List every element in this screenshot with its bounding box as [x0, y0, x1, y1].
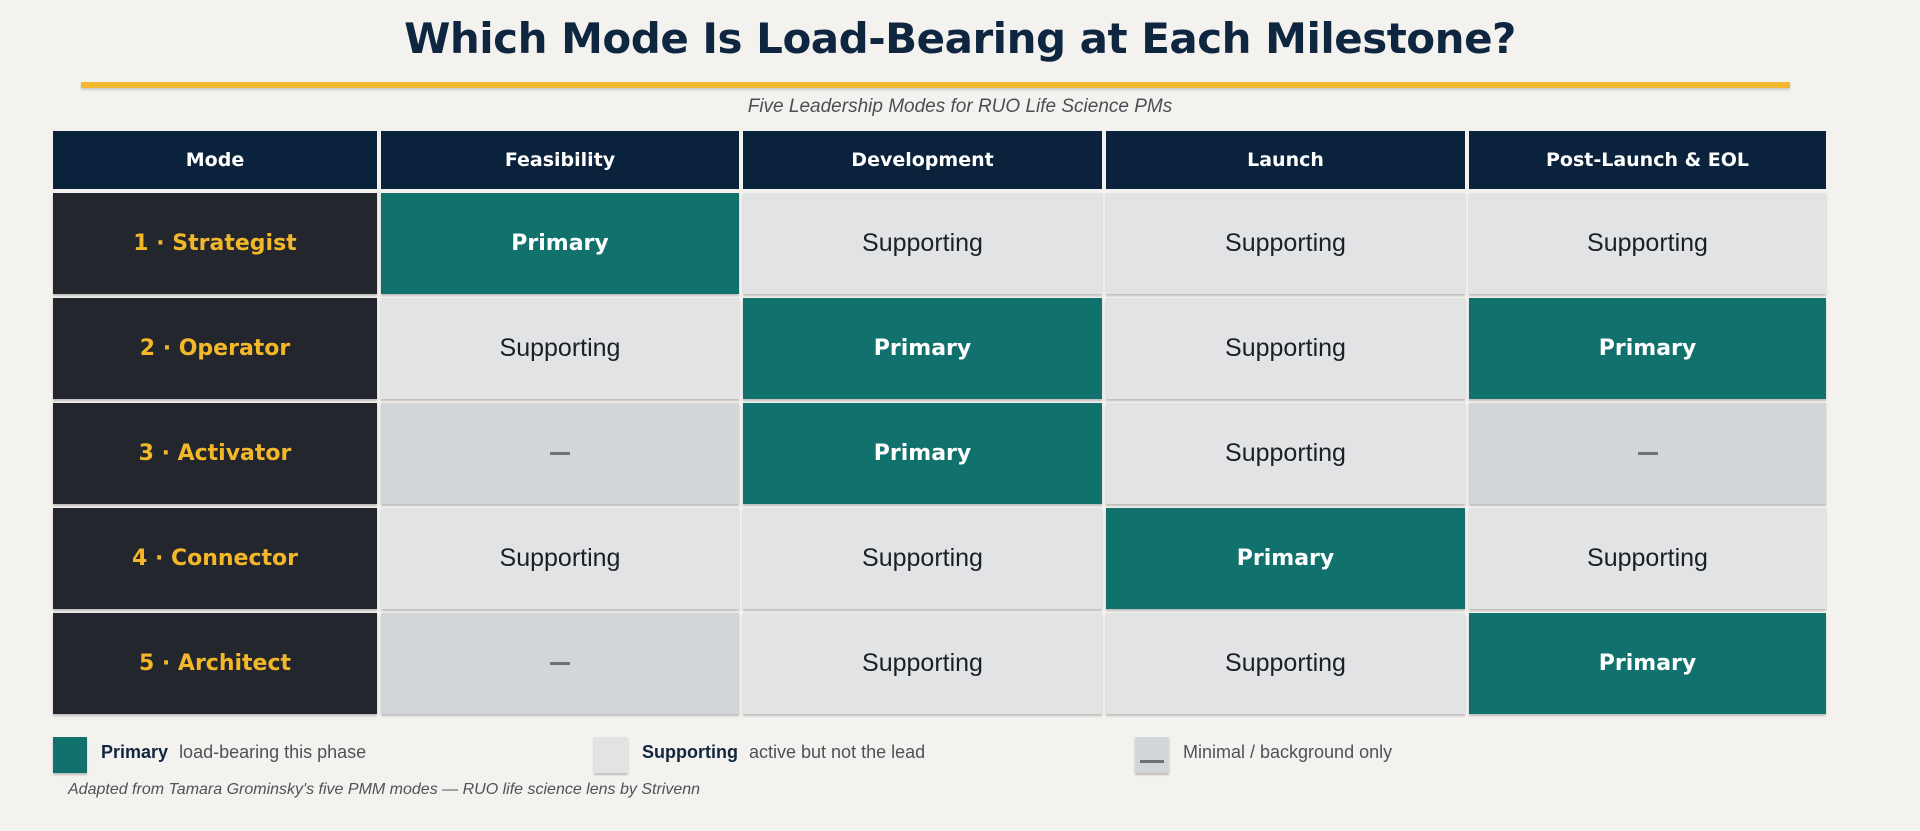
cell-strategist-launch: Supporting: [1106, 193, 1465, 294]
legend-item-primary: Primary load-bearing this phase: [53, 737, 366, 777]
cell-architect-development: Supporting: [743, 613, 1102, 714]
mode-label-architect: 5 · Architect: [53, 613, 377, 714]
cell-architect-feasibility: [381, 613, 739, 714]
cell-operator-development: Primary: [743, 298, 1102, 399]
legend-item-supporting: Supporting active but not the lead: [594, 737, 925, 777]
column-header-feasibility: Feasibility: [381, 131, 739, 189]
legend-supporting-description: active but not the lead: [749, 742, 926, 762]
page-title: Which Mode Is Load-Bearing at Each Miles…: [404, 14, 1516, 63]
cell-activator-feasibility: [381, 403, 739, 504]
minimal-swatch-icon: [1135, 737, 1169, 773]
cell-strategist-development: Supporting: [743, 193, 1102, 294]
dash-icon: [550, 662, 570, 665]
cell-activator-post-launch: [1469, 403, 1826, 504]
source-footnote: Adapted from Tamara Grominsky's five PMM…: [68, 781, 701, 798]
cell-connector-post-launch: Supporting: [1469, 508, 1826, 609]
page-subtitle: Five Leadership Modes for RUO Life Scien…: [747, 96, 1173, 117]
cell-architect-post-launch: Primary: [1469, 613, 1826, 714]
cell-strategist-post-launch: Supporting: [1469, 193, 1826, 294]
legend-primary-description: load-bearing this phase: [179, 742, 367, 762]
cell-operator-feasibility: Supporting: [381, 298, 739, 399]
cell-connector-development: Supporting: [743, 508, 1102, 609]
dash-icon: [1637, 452, 1658, 455]
legend-supporting-label: Supporting: [642, 742, 738, 762]
mode-label-activator: 3 · Activator: [53, 403, 377, 504]
mode-label-connector: 4 · Connector: [53, 508, 377, 609]
mode-label-strategist: 1 · Strategist: [53, 193, 377, 294]
cell-connector-launch: Primary: [1106, 508, 1465, 609]
primary-swatch-icon: [53, 737, 87, 773]
cell-operator-post-launch: Primary: [1469, 298, 1826, 399]
legend-item-minimal: Minimal / background only: [1135, 737, 1392, 777]
cell-connector-feasibility: Supporting: [381, 508, 739, 609]
cell-operator-launch: Supporting: [1106, 298, 1465, 399]
legend-minimal-description: Minimal / background only: [1183, 742, 1393, 762]
column-header-post-launch-eol: Post-Launch & EOL: [1469, 131, 1826, 189]
cell-strategist-feasibility: Primary: [381, 193, 739, 294]
supporting-swatch-icon: [594, 737, 628, 773]
column-header-launch: Launch: [1106, 131, 1465, 189]
column-header-development: Development: [743, 131, 1102, 189]
legend-primary-label: Primary: [101, 742, 169, 762]
dash-icon: [550, 452, 570, 455]
title-underline: [81, 82, 1790, 88]
cell-activator-development: Primary: [743, 403, 1102, 504]
mode-label-operator: 2 · Operator: [53, 298, 377, 399]
cell-architect-launch: Supporting: [1106, 613, 1465, 714]
mode-milestone-matrix: Mode Feasibility Development Launch Post…: [53, 131, 1826, 714]
dash-icon: [1140, 759, 1164, 763]
cell-activator-launch: Supporting: [1106, 403, 1465, 504]
column-header-mode: Mode: [53, 131, 377, 189]
